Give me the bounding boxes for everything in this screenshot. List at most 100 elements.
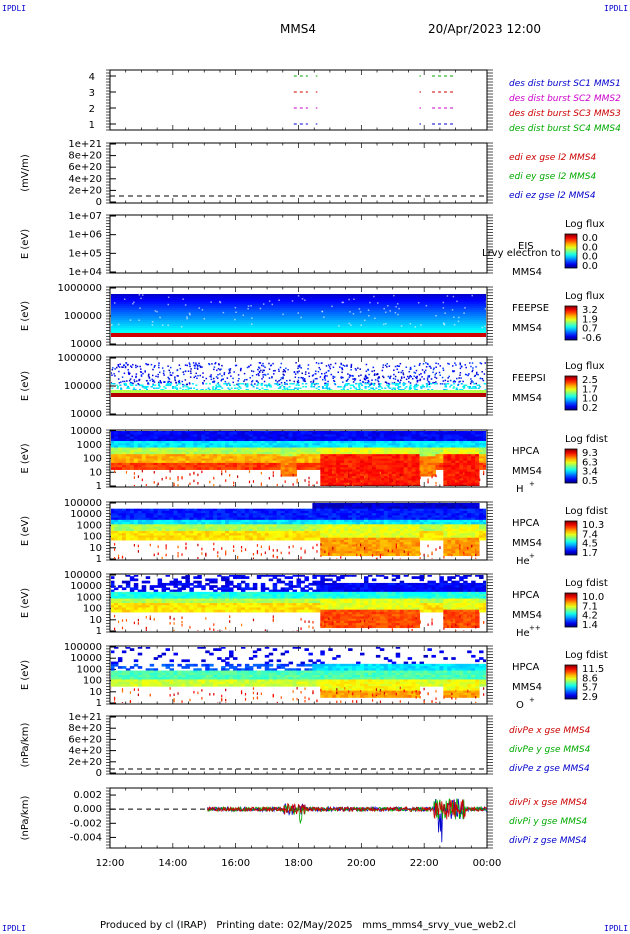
- hpca-he1-cell: [189, 524, 194, 528]
- hpca-h-cell: [312, 449, 317, 453]
- hpca-h-cell: [252, 432, 258, 435]
- hpca-h-cell: [260, 438, 266, 442]
- feepsi-dot: [236, 383, 238, 386]
- hpca-h-cell: [177, 440, 182, 444]
- hpca-he1-cell: [276, 531, 282, 534]
- feepsi-dot: [347, 378, 349, 381]
- hpca-h-cell: [387, 456, 393, 459]
- hpca-he1-cell: [213, 524, 218, 528]
- hpca-h-cell: [459, 480, 464, 484]
- hpca-h-cell: [415, 456, 421, 459]
- hpca-he1-cell: [197, 517, 202, 521]
- hpca-he1-cell: [288, 519, 294, 523]
- hpca-h-cell: [320, 445, 325, 449]
- hpca-h-cell: [284, 473, 290, 477]
- hpca-h-cell: [141, 460, 147, 464]
- hpca-he1-cell: [229, 537, 234, 541]
- hpca-h-cell: [300, 454, 305, 457]
- hpca-h-cell: [383, 454, 389, 457]
- hpca-h-dot: [363, 470, 366, 473]
- hpca-h-cell: [272, 443, 278, 446]
- hpca-he1-cell: [201, 519, 206, 523]
- hpca-h-cell: [455, 482, 460, 486]
- hpca-h-cell: [240, 431, 246, 433]
- hpca-he1-cell: [149, 510, 155, 514]
- feepsi-dot: [168, 369, 171, 372]
- hpca-h-cell: [308, 432, 313, 435]
- hpca-h-cell: [459, 476, 464, 479]
- feepsi-dot: [301, 383, 304, 385]
- hpca-h-cell: [169, 438, 174, 442]
- hpca-he1-cell: [276, 513, 282, 516]
- feepsi-dot: [291, 383, 294, 385]
- feepsi-dot: [348, 374, 351, 376]
- hpca-h-cell: [316, 451, 321, 455]
- hpca-h-cell: [268, 465, 274, 468]
- feepsi-dot: [272, 362, 274, 365]
- hpca-he1-cell: [133, 510, 139, 514]
- hpca-h-cell: [360, 454, 365, 457]
- hpca-h-cell: [185, 436, 190, 440]
- hpca-h-cell: [185, 445, 190, 449]
- hpca-h-cell: [395, 434, 401, 438]
- hpca-he1-cell: [312, 506, 317, 510]
- hpca-h-cell: [375, 432, 381, 435]
- feepsi-dot: [367, 377, 369, 379]
- hpca-h-cell: [161, 436, 167, 440]
- hpca-h-cell: [165, 432, 171, 435]
- hpca-h-cell: [383, 471, 389, 475]
- feepsi-dot: [427, 389, 430, 391]
- feepsi-dot: [442, 367, 444, 370]
- hpca-h-cell: [387, 458, 393, 462]
- hpca-h-cell: [320, 458, 325, 462]
- hpca-h-cell: [356, 484, 361, 486]
- hpca-h-cell: [324, 458, 329, 462]
- hpca-h-cell: [415, 471, 421, 475]
- hpca-he1-cell: [113, 533, 119, 536]
- hpca-h-cell: [387, 447, 393, 451]
- feepse-speck: [348, 298, 350, 301]
- hpca-h-cell: [356, 445, 361, 449]
- hpca-he1-cell: [181, 524, 186, 528]
- hpca-h-cell: [391, 440, 397, 444]
- hpca-he1-cell: [157, 515, 163, 519]
- hpca-h-cell: [145, 447, 151, 451]
- hpca-h-cell: [288, 438, 294, 442]
- hpca-he1-cell: [145, 522, 151, 525]
- hpca-he1-cell: [221, 528, 226, 532]
- hpca-he1-cell: [288, 535, 294, 539]
- hpca-he1-cell: [217, 517, 222, 521]
- hpca-h-cell: [125, 440, 131, 444]
- hpca-h-cell: [411, 465, 417, 468]
- hpca-h-cell: [280, 440, 286, 444]
- hpca-h-dot: [304, 479, 306, 482]
- hpca-he1-cell: [264, 531, 270, 534]
- hpca-he1-cell: [205, 533, 210, 536]
- hpca-h-cell: [260, 462, 266, 466]
- hpca-he1-cell: [201, 526, 206, 530]
- hpca-h-cell: [344, 471, 349, 475]
- hpca-h-cell: [149, 436, 155, 440]
- hpca-he1-cell: [316, 503, 321, 505]
- feepsi-dot: [132, 382, 134, 385]
- hpca-h-cell: [371, 447, 377, 451]
- hpca-h-cell: [157, 456, 163, 459]
- hpca-h-dot: [173, 484, 175, 486]
- hpca-h-cell: [117, 434, 123, 438]
- hpca-he1-dot: [304, 549, 306, 553]
- feepsi-dot: [246, 384, 249, 386]
- hpca-h-cell: [439, 460, 444, 464]
- hpca-he1-cell: [157, 535, 163, 539]
- feepsi-dot: [345, 383, 348, 385]
- hpca-he1-cell: [133, 537, 139, 541]
- hpca-h-cell: [252, 445, 258, 449]
- hpca-h-cell: [399, 454, 405, 457]
- hpca-h-cell: [471, 445, 476, 449]
- hpca-h-cell: [344, 443, 349, 446]
- hpca-he1-cell: [240, 508, 246, 512]
- feepsi-dot: [304, 371, 307, 373]
- hpca-h-cell: [157, 440, 163, 444]
- feepsi-dot: [421, 369, 424, 371]
- feepsi-dot: [287, 368, 289, 371]
- hpca-h-cell: [360, 467, 365, 470]
